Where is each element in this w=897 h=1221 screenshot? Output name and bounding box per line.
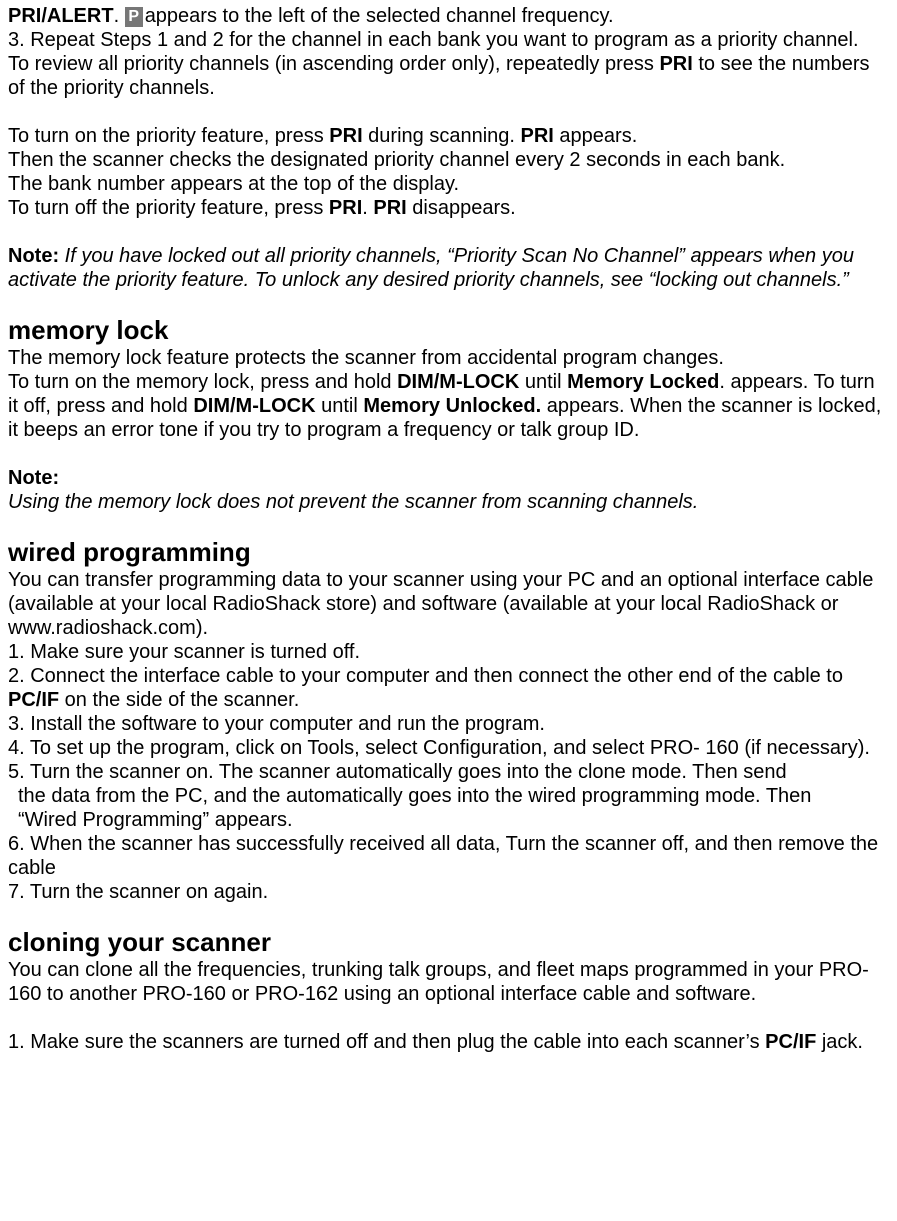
wired-s5a: 5. Turn the scanner on. The scanner auto… <box>8 760 889 784</box>
turnon-mid: during scanning. <box>363 125 521 147</box>
wired-s3: 3. Install the software to your computer… <box>8 712 889 736</box>
review-bold: PRI <box>659 53 692 75</box>
priority-review: To review all priority channels (in asce… <box>8 52 889 100</box>
turnoff-b2: PRI <box>373 197 406 219</box>
priority-step3: 3. Repeat Steps 1 and 2 for the channel … <box>8 28 889 52</box>
priority-then: Then the scanner checks the designated p… <box>8 148 889 172</box>
priority-turnon: To turn on the priority feature, press P… <box>8 124 889 148</box>
cloning-s1: 1. Make sure the scanners are turned off… <box>8 1030 889 1054</box>
cloning-intro: You can clone all the frequencies, trunk… <box>8 958 889 1006</box>
wired-s2-pre: 2. Connect the interface cable to your c… <box>8 665 843 687</box>
turnoff-post: disappears. <box>407 197 516 219</box>
pri-alert-suffix: . <box>114 5 125 27</box>
wired-s2-bold: PC/IF <box>8 689 59 711</box>
note-body: If you have locked out all priority chan… <box>8 245 854 291</box>
memlock-b4: Memory Unlocked. <box>363 395 541 417</box>
priority-bank: The bank number appears at the top of th… <box>8 172 889 196</box>
memlock-b1: DIM/M-LOCK <box>397 371 519 393</box>
turnoff-mid: . <box>362 197 373 219</box>
cloning-heading: cloning your scanner <box>8 928 889 958</box>
wired-s2: 2. Connect the interface cable to your c… <box>8 664 889 712</box>
wired-s7: 7. Turn the scanner on again. <box>8 880 889 904</box>
wired-s1: 1. Make sure your scanner is turned off. <box>8 640 889 664</box>
priority-note: Note: If you have locked out all priorit… <box>8 244 889 292</box>
memlock-b3: DIM/M-LOCK <box>193 395 315 417</box>
memory-lock-heading: memory lock <box>8 316 889 346</box>
note-label: Note: <box>8 245 59 267</box>
memlock-mid1: until <box>519 371 567 393</box>
cloning-s1-bold: PC/IF <box>765 1031 816 1053</box>
priority-turnoff: To turn off the priority feature, press … <box>8 196 889 220</box>
wired-s2-post: on the side of the scanner. <box>59 689 299 711</box>
wired-intro: You can transfer programming data to you… <box>8 568 889 640</box>
memlock-pre: To turn on the memory lock, press and ho… <box>8 371 397 393</box>
memlock-b2: Memory Locked <box>567 371 719 393</box>
memlock-body: To turn on the memory lock, press and ho… <box>8 370 889 442</box>
p-icon <box>125 7 143 27</box>
priority-line1: PRI/ALERT. appears to the left of the se… <box>8 4 889 28</box>
turnon-pre: To turn on the priority feature, press <box>8 125 329 147</box>
turnon-b2: PRI <box>521 125 554 147</box>
turnon-post: appears. <box>554 125 637 147</box>
line1-after-icon: appears to the left of the selected chan… <box>145 5 614 27</box>
memlock-mid3: until <box>316 395 364 417</box>
turnoff-b1: PRI <box>329 197 362 219</box>
cloning-s1-pre: 1. Make sure the scanners are turned off… <box>8 1031 765 1053</box>
turnon-b1: PRI <box>329 125 362 147</box>
memlock-note-label: Note: <box>8 466 889 490</box>
cloning-s1-post: jack. <box>816 1031 863 1053</box>
memlock-intro: The memory lock feature protects the sca… <box>8 346 889 370</box>
wired-s4: 4. To set up the program, click on Tools… <box>8 736 889 760</box>
pri-alert-label: PRI/ALERT <box>8 5 114 27</box>
memlock-note-body: Using the memory lock does not prevent t… <box>8 490 889 514</box>
review-pre: To review all priority channels (in asce… <box>8 53 659 75</box>
wired-s5c: “Wired Programming” appears. <box>8 808 889 832</box>
wired-heading: wired programming <box>8 538 889 568</box>
wired-s5b: the data from the PC, and the automatica… <box>8 784 889 808</box>
wired-s6: 6. When the scanner has successfully rec… <box>8 832 889 880</box>
turnoff-pre: To turn off the priority feature, press <box>8 197 329 219</box>
